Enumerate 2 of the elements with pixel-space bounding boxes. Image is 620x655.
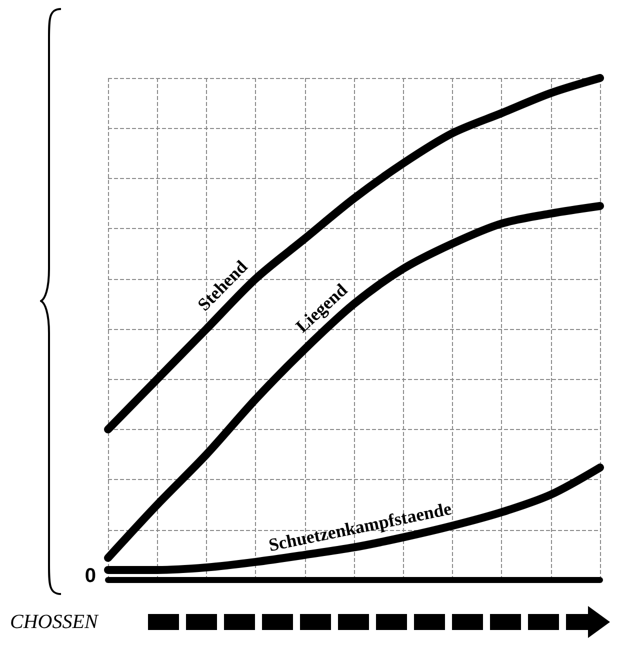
text: 0 [84,565,96,587]
x-axis-title: CHOSSEN [10,611,100,633]
